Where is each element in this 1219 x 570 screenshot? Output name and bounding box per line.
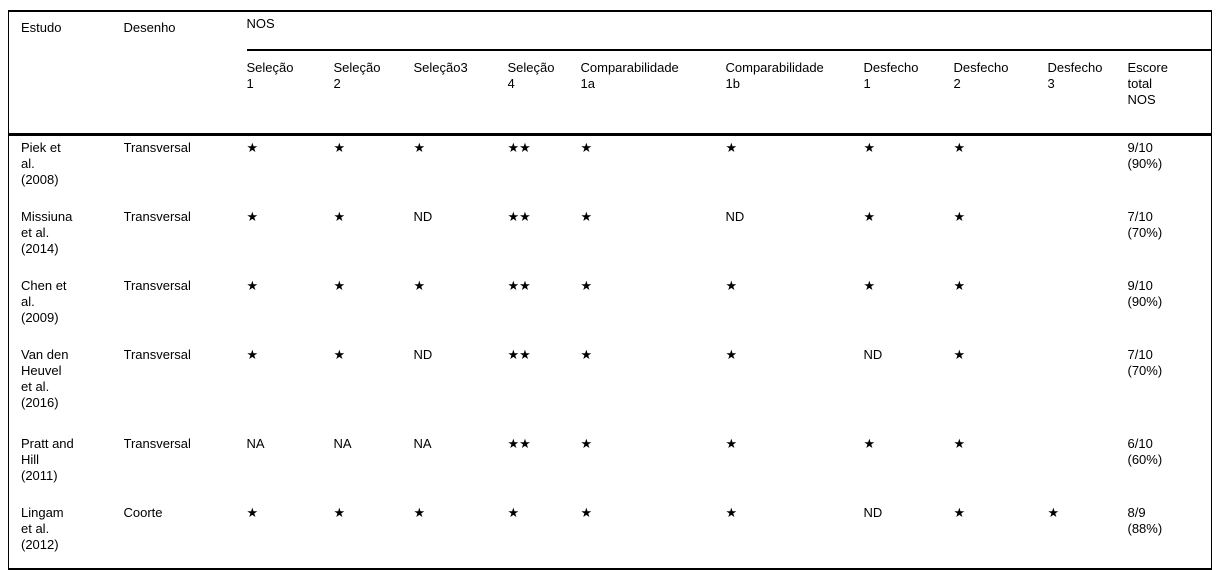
cell-desfecho-2: ★	[953, 436, 966, 451]
cell-desfecho-1: ★	[863, 278, 876, 293]
cell-selecao-2: ★	[333, 140, 346, 155]
table-header: Estudo Desenho NOS Seleção 1 Seleção 2 S…	[8, 11, 1212, 136]
cell-selecao-3: NA	[413, 436, 432, 451]
table-header-row-sub: Seleção 1 Seleção 2 Seleção3 Seleção 4 C…	[9, 50, 1212, 136]
cell-escore-total: 7/10 (70%)	[1127, 347, 1163, 378]
col-header-escore-total: Escore total NOS	[1127, 50, 1212, 136]
cell-desfecho-3	[1048, 274, 1128, 343]
table-row-pratt-hill-2011: Pratt and Hill (2011) Transversal NA NA …	[9, 432, 1212, 501]
col-header-selecao-3: Seleção3	[413, 50, 508, 136]
cell-comparabilidade-1b: ★	[725, 278, 738, 293]
cell-selecao-2: NA	[333, 436, 352, 451]
cell-estudo: Piek et al. (2008)	[21, 140, 61, 187]
cell-desfecho-3	[1048, 205, 1128, 274]
cell-comparabilidade-1a: ★	[580, 505, 593, 520]
cell-desenho: Transversal	[123, 140, 191, 155]
cell-selecao-4: ★★	[507, 436, 531, 451]
cell-desenho: Coorte	[123, 505, 163, 520]
table-row-lingam-2012: Lingam et al. (2012) Coorte ★ ★ ★ ★ ★ ★ …	[9, 501, 1212, 569]
cell-selecao-3: ★	[413, 278, 426, 293]
col-header-desfecho-3: Desfecho 3	[1047, 50, 1128, 136]
cell-escore-total: 9/10 (90%)	[1127, 278, 1163, 309]
cell-selecao-4: ★★	[507, 209, 531, 224]
cell-selecao-4: ★★	[507, 140, 531, 155]
cell-comparabilidade-1a: ★	[580, 209, 593, 224]
cell-desfecho-2: ★	[953, 505, 966, 520]
cell-desfecho-3	[1048, 343, 1128, 432]
col-header-comparabilidade-1b: Comparabilidade 1b	[725, 50, 864, 136]
cell-selecao-2: ★	[333, 278, 346, 293]
cell-selecao-3: ND	[413, 209, 433, 224]
cell-desfecho-2: ★	[953, 209, 966, 224]
nos-quality-table: Estudo Desenho NOS Seleção 1 Seleção 2 S…	[8, 10, 1213, 570]
cell-comparabilidade-1b: ND	[725, 209, 745, 224]
col-header-selecao-4: Seleção 4	[507, 50, 581, 136]
cell-comparabilidade-1b: ★	[725, 505, 738, 520]
cell-selecao-1: ★	[246, 209, 259, 224]
cell-selecao-1: ★	[246, 505, 259, 520]
cell-estudo: Pratt and Hill (2011)	[21, 436, 74, 483]
cell-desfecho-3: ★	[1047, 505, 1060, 520]
cell-escore-total: 6/10 (60%)	[1127, 436, 1163, 467]
cell-desfecho-3	[1048, 432, 1128, 501]
col-header-selecao-1: Seleção 1	[246, 50, 334, 136]
cell-desfecho-3	[1048, 135, 1128, 206]
col-header-desfecho-1: Desfecho 1	[863, 50, 954, 136]
cell-desfecho-1: ★	[863, 436, 876, 451]
cell-desenho: Transversal	[123, 347, 191, 362]
col-header-selecao-2: Seleção 2	[333, 50, 414, 136]
cell-selecao-2: ★	[333, 505, 346, 520]
cell-comparabilidade-1b: ★	[725, 140, 738, 155]
page-root: Estudo Desenho NOS Seleção 1 Seleção 2 S…	[8, 10, 1213, 570]
cell-comparabilidade-1a: ★	[580, 278, 593, 293]
cell-estudo: Lingam et al. (2012)	[21, 505, 64, 552]
cell-selecao-2: ★	[333, 209, 346, 224]
cell-selecao-4: ★★	[507, 347, 531, 362]
cell-comparabilidade-1b: ★	[725, 436, 738, 451]
table-row-van-den-heuvel-2016: Van den Heuvel et al. (2016) Transversal…	[9, 343, 1212, 432]
cell-desfecho-1: ND	[863, 505, 883, 520]
cell-estudo: Chen et al. (2009)	[21, 278, 67, 325]
cell-escore-total: 9/10 (90%)	[1127, 140, 1163, 171]
table-body: Piek et al. (2008) Transversal ★ ★ ★ ★★ …	[9, 135, 1212, 570]
cell-selecao-3: ★	[413, 140, 426, 155]
cell-escore-total: 8/9 (88%)	[1127, 505, 1163, 536]
col-header-desenho: Desenho	[123, 11, 247, 136]
cell-estudo: Missiuna et al. (2014)	[21, 209, 73, 256]
table-header-row-group: Estudo Desenho NOS	[8, 11, 1212, 136]
group-header-nos: NOS	[246, 11, 1212, 51]
cell-comparabilidade-1b: ★	[725, 347, 738, 362]
cell-estudo: Van den Heuvel et al. (2016)	[21, 347, 69, 410]
col-header-desfecho-2: Desfecho 2	[953, 50, 1048, 136]
cell-selecao-4: ★	[507, 505, 520, 520]
cell-desfecho-2: ★	[953, 278, 966, 293]
cell-selecao-1: ★	[246, 140, 259, 155]
cell-selecao-3: ★	[413, 505, 426, 520]
cell-desfecho-1: ND	[863, 347, 883, 362]
cell-comparabilidade-1a: ★	[580, 436, 593, 451]
table-row-chen-2009: Chen et al. (2009) Transversal ★ ★ ★ ★★ …	[9, 274, 1212, 343]
cell-desfecho-1: ★	[863, 140, 876, 155]
cell-desfecho-1: ★	[863, 209, 876, 224]
cell-desenho: Transversal	[123, 209, 191, 224]
cell-selecao-1: ★	[246, 278, 259, 293]
cell-comparabilidade-1a: ★	[580, 347, 593, 362]
cell-desfecho-2: ★	[953, 347, 966, 362]
cell-comparabilidade-1a: ★	[580, 140, 593, 155]
table-row-missiuna-2014: Missiuna et al. (2014) Transversal ★ ★ N…	[9, 205, 1212, 274]
cell-desenho: Transversal	[123, 436, 191, 451]
col-header-comparabilidade-1a: Comparabilidade 1a	[580, 50, 726, 136]
cell-selecao-2: ★	[333, 347, 346, 362]
col-header-estudo: Estudo	[8, 11, 124, 136]
cell-desenho: Transversal	[123, 278, 191, 293]
cell-selecao-3: ND	[413, 347, 433, 362]
cell-selecao-1: ★	[246, 347, 259, 362]
table-row-piek-2008: Piek et al. (2008) Transversal ★ ★ ★ ★★ …	[9, 135, 1212, 206]
cell-selecao-1: NA	[246, 436, 265, 451]
cell-selecao-4: ★★	[507, 278, 531, 293]
cell-escore-total: 7/10 (70%)	[1127, 209, 1163, 240]
cell-desfecho-2: ★	[953, 140, 966, 155]
